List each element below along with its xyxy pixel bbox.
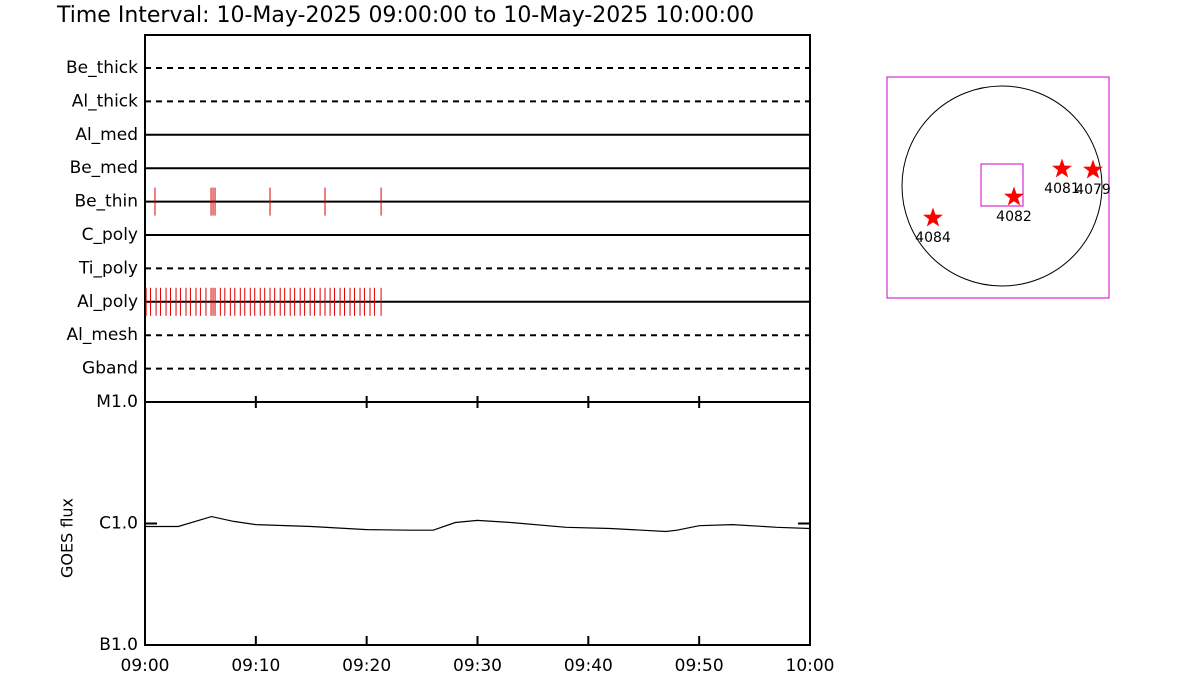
solar-disk bbox=[901, 85, 1103, 287]
row-label: Be_thin bbox=[74, 192, 138, 212]
row-label: Al_poly bbox=[77, 292, 138, 312]
row-label: Ti_poly bbox=[78, 258, 138, 278]
row-label: Be_med bbox=[70, 158, 138, 178]
region-marker bbox=[1052, 158, 1072, 178]
x-tick-label: 09:10 bbox=[231, 656, 280, 676]
x-tick-label: 09:40 bbox=[564, 656, 613, 676]
map-frame bbox=[886, 76, 1110, 299]
y-tick-label: B1.0 bbox=[99, 635, 138, 655]
region-label: 4084 bbox=[915, 230, 951, 246]
row-label: Gband bbox=[82, 359, 138, 379]
region-marker bbox=[1004, 186, 1024, 206]
region-label: 4081 bbox=[1044, 181, 1080, 197]
row-label: Al_thick bbox=[72, 91, 138, 111]
y-tick-label: M1.0 bbox=[96, 392, 138, 412]
x-tick-label: 10:00 bbox=[786, 656, 835, 676]
plot-frame bbox=[144, 34, 811, 403]
y-tick-label: C1.0 bbox=[99, 514, 138, 534]
y-axis-label: GOES flux bbox=[58, 498, 77, 578]
row-label: Al_mesh bbox=[66, 325, 138, 345]
chart-title: Time Interval: 10-May-2025 09:00:00 to 1… bbox=[56, 3, 754, 28]
x-tick-label: 09:30 bbox=[453, 656, 502, 676]
row-label: Be_thick bbox=[66, 58, 138, 78]
region-label: 4079 bbox=[1075, 182, 1111, 198]
x-tick-label: 09:00 bbox=[121, 656, 170, 676]
region-marker bbox=[923, 207, 943, 227]
x-tick-label: 09:20 bbox=[342, 656, 391, 676]
region-marker bbox=[1083, 159, 1103, 179]
row-label: C_poly bbox=[82, 225, 138, 245]
x-tick-label: 09:50 bbox=[675, 656, 724, 676]
goes-line bbox=[145, 515, 811, 533]
fov-box bbox=[980, 163, 1024, 207]
row-label: Al_med bbox=[75, 125, 138, 145]
region-label: 4082 bbox=[996, 209, 1032, 225]
